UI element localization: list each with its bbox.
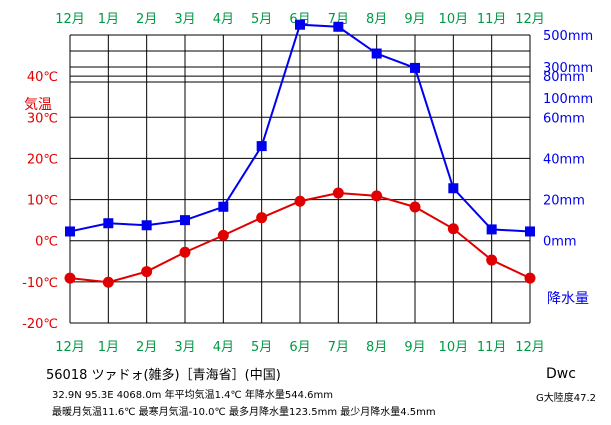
temperature-point <box>256 212 268 224</box>
precipitation-point <box>141 220 152 231</box>
precipitation-tick: 80mm <box>543 70 585 85</box>
precipitation-tick: 500mm <box>543 29 593 44</box>
temperature-tick: -20℃ <box>22 317 58 332</box>
precipitation-point <box>525 226 535 237</box>
month-label-bottom: 2月 <box>136 340 157 355</box>
temperature-tick: 0℃ <box>35 235 58 250</box>
month-label-bottom: 5月 <box>251 340 272 355</box>
precipitation-tick-labels: 500mm 300mm 100mm 80mm 60mm 40mm 20mm 0mm <box>543 29 593 250</box>
temperature-tick: 10℃ <box>27 194 58 209</box>
month-label-bottom: 4月 <box>213 340 234 355</box>
month-label-top: 9月 <box>404 12 425 27</box>
month-label-bottom: 6月 <box>289 340 310 355</box>
month-label-top: 10月 <box>439 12 469 27</box>
chart-grid <box>69 34 531 324</box>
temperature-tick: 30℃ <box>27 111 58 126</box>
precipitation-tick: 20mm <box>543 194 585 209</box>
precipitation-axis-label: 降水量 <box>547 291 589 307</box>
month-label-bottom: 7月 <box>328 340 349 355</box>
month-label-top: 3月 <box>174 12 195 27</box>
temperature-tick-labels: 40℃ 30℃ 20℃ 10℃ 0℃ -10℃ -20℃ <box>22 70 58 332</box>
month-label-top: 11月 <box>477 12 507 27</box>
month-label-bottom: 10月 <box>439 340 469 355</box>
precipitation-point <box>65 226 75 237</box>
continentality-index: G大陸度47.2 <box>536 393 597 404</box>
month-label-top: 6月 <box>289 12 310 27</box>
bottom-month-labels: 12月 1月 2月 3月 4月 5月 6月 7月 8月 9月 10月 11月 12月 <box>55 340 545 355</box>
precipitation-point <box>218 201 229 212</box>
temperature-point <box>409 201 421 213</box>
precipitation-point <box>295 19 305 30</box>
temperature-point <box>486 254 498 266</box>
temperature-point <box>332 187 344 199</box>
month-label-top: 7月 <box>328 12 349 27</box>
precipitation-point <box>180 215 190 226</box>
month-label-bottom: 8月 <box>366 340 387 355</box>
month-label-bottom: 1月 <box>98 340 119 355</box>
precipitation-point <box>256 141 267 152</box>
temperature-point <box>141 266 153 278</box>
series-layer <box>64 19 536 288</box>
temperature-point <box>64 272 76 284</box>
month-label-top: 12月 <box>55 12 85 27</box>
precipitation-point <box>371 48 382 59</box>
month-label-bottom: 12月 <box>55 340 85 355</box>
temperature-point <box>102 276 114 288</box>
month-label-bottom: 12月 <box>515 340 545 355</box>
station-name: 56018 ツァドォ(雑多)［青海省］(中国) <box>46 368 281 383</box>
precipitation-point <box>486 224 497 235</box>
precipitation-tick: 100mm <box>543 92 593 107</box>
temperature-point <box>294 195 306 207</box>
month-label-top: 8月 <box>366 12 387 27</box>
temperature-point <box>179 246 191 258</box>
month-label-bottom: 3月 <box>174 340 195 355</box>
climate-class: Dwc <box>546 366 576 382</box>
temperature-point <box>371 190 383 202</box>
precipitation-tick: 300mm <box>543 61 593 76</box>
precipitation-point <box>103 218 114 229</box>
precipitation-tick: 60mm <box>543 111 585 126</box>
precipitation-point <box>410 62 420 73</box>
temperature-point <box>217 229 229 241</box>
temperature-tick: -10℃ <box>22 276 58 291</box>
temperature-tick: 40℃ <box>27 70 58 85</box>
temperature-point <box>524 272 536 284</box>
month-label-bottom: 9月 <box>404 340 425 355</box>
temperature-tick: 20℃ <box>27 152 58 167</box>
month-label-top: 12月 <box>515 12 545 27</box>
precipitation-tick: 0mm <box>543 235 577 250</box>
month-label-top: 5月 <box>251 12 272 27</box>
precipitation-point <box>333 21 344 32</box>
precipitation-point <box>448 183 459 194</box>
top-month-labels: 12月 1月 2月 3月 4月 5月 6月 7月 8月 9月 10月 11月 12月 <box>55 12 545 27</box>
month-label-bottom: 11月 <box>477 340 507 355</box>
station-stats-2: 最暖月気温11.6℃ 最寒月気温-10.0℃ 最多月降水量123.5mm 最少月… <box>52 407 436 418</box>
temperature-axis-label: 気温 <box>24 97 52 113</box>
month-label-top: 1月 <box>98 12 119 27</box>
month-label-top: 2月 <box>136 12 157 27</box>
temperature-point <box>447 223 459 235</box>
precipitation-tick: 40mm <box>543 152 585 167</box>
month-label-top: 4月 <box>213 12 234 27</box>
station-stats-1: 32.9N 95.3E 4068.0m 年平均気温1.4℃ 年降水量544.6m… <box>52 390 334 401</box>
